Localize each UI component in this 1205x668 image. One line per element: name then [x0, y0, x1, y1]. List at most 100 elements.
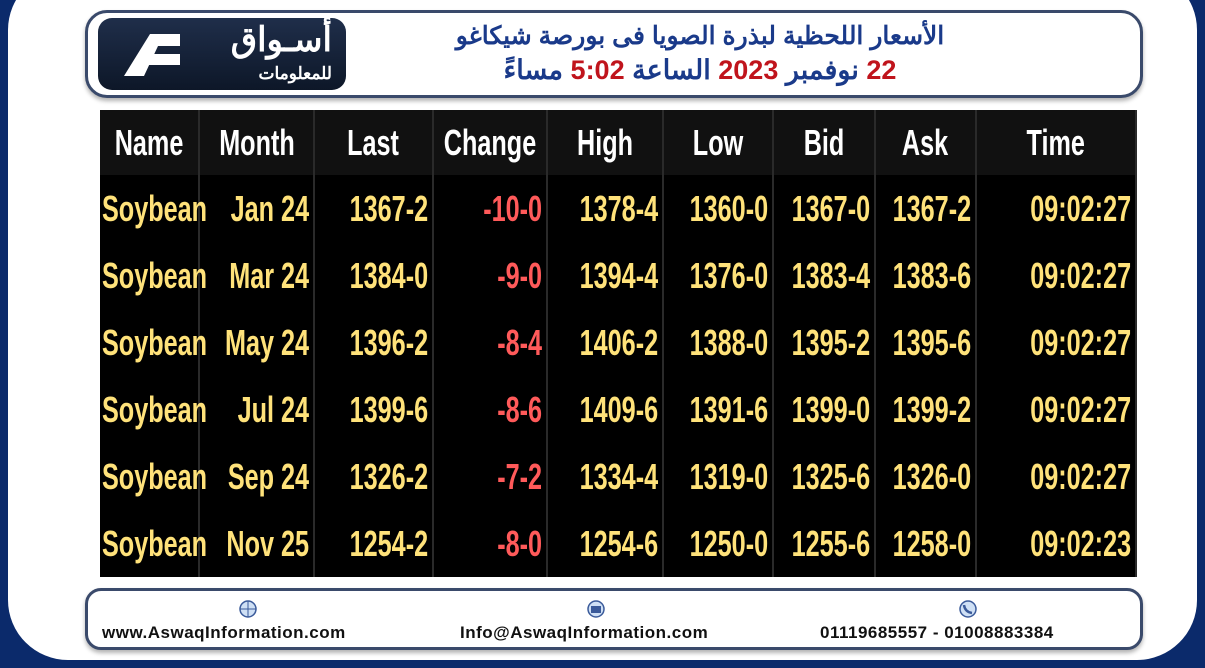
cell-text: Jul 24 — [237, 388, 309, 430]
table-cell: 1399-0 — [774, 376, 876, 443]
cell-text: Mar 24 — [229, 254, 309, 296]
cell-text: May 24 — [224, 321, 309, 363]
table-cell: Soybean — [100, 376, 207, 443]
cell-text: 1395-6 — [892, 321, 971, 363]
cell-text: 1367-2 — [892, 187, 971, 229]
table-cell: -8-0 — [434, 510, 548, 577]
cell-text: Soybean — [102, 522, 208, 564]
table-cell: Soybean — [100, 242, 207, 309]
title-line: الأسعار اللحظية لبذرة الصويا فى بورصة شي… — [455, 22, 945, 50]
cell-text: 1396-2 — [349, 321, 428, 363]
table-cell: 1399-6 — [315, 376, 434, 443]
cell-text: 1360-0 — [689, 187, 768, 229]
table-cell: Soybean — [100, 510, 207, 577]
table-cell: 1395-2 — [774, 309, 876, 376]
cell-text: 1384-0 — [349, 254, 428, 296]
title-part: 22 — [866, 55, 897, 85]
cell-text: 1394-4 — [579, 254, 658, 296]
cell-text: 1399-2 — [892, 388, 971, 430]
header-cell: Bid — [774, 110, 876, 175]
cell-text: 1326-0 — [892, 455, 971, 497]
table-cell: 1319-0 — [664, 443, 774, 510]
table-cell: Soybean — [100, 443, 207, 510]
table-cell: 1254-6 — [548, 510, 664, 577]
cell-text: -7-2 — [497, 455, 542, 497]
cell-text: 1367-0 — [791, 187, 870, 229]
cell-text: -10-0 — [483, 187, 542, 229]
cell-text: Soybean — [102, 254, 208, 296]
cell-text: Soybean — [102, 388, 208, 430]
table-cell: 1396-2 — [315, 309, 434, 376]
table-cell: 1409-6 — [548, 376, 664, 443]
logo-subtext: للمعلومات — [258, 64, 332, 83]
table-cell: 1391-6 — [664, 376, 774, 443]
header-text: Last — [347, 121, 400, 163]
header-text: Time — [1026, 121, 1086, 163]
cell-text: 1391-6 — [689, 388, 768, 430]
table-cell: 1326-2 — [315, 443, 434, 510]
table-cell: Mar 24 — [200, 242, 315, 309]
cell-text: 1258-0 — [892, 522, 971, 564]
cell-text: 1383-4 — [791, 254, 870, 296]
cell-text: 1399-0 — [791, 388, 870, 430]
table-cell: 1326-0 — [876, 443, 977, 510]
header-cell: Ask — [876, 110, 977, 175]
table-cell: 1258-0 — [876, 510, 977, 577]
header-cell: High — [548, 110, 664, 175]
cell-text: 1378-4 — [579, 187, 658, 229]
cell-text: 1406-2 — [579, 321, 658, 363]
table-cell: Jul 24 — [200, 376, 315, 443]
table-cell: 1378-4 — [548, 175, 664, 242]
cell-text: 1383-6 — [892, 254, 971, 296]
table-cell: Soybean — [100, 175, 207, 242]
mail-icon — [587, 600, 605, 618]
title-part: مساءً — [503, 55, 564, 85]
table-cell: Sep 24 — [200, 443, 315, 510]
cell-text: 1255-6 — [791, 522, 870, 564]
cell-text: -8-4 — [497, 321, 542, 363]
cell-text: 1388-0 — [689, 321, 768, 363]
table-cell: 1255-6 — [774, 510, 876, 577]
table-cell: -10-0 — [434, 175, 548, 242]
web-icon — [239, 600, 257, 618]
table-cell: -9-0 — [434, 242, 548, 309]
table-cell: -8-4 — [434, 309, 548, 376]
table-cell: 1384-0 — [315, 242, 434, 309]
cell-text: 1254-2 — [349, 522, 428, 564]
table-cell: -8-6 — [434, 376, 548, 443]
header: أسـواق للمعلومات الأسعار اللحظية لبذرة ا… — [85, 10, 1143, 98]
table-cell: 1254-2 — [315, 510, 434, 577]
title-part: الساعة — [632, 55, 711, 85]
table-cell: 1360-0 — [664, 175, 774, 242]
table-cell: 1388-0 — [664, 309, 774, 376]
cell-text: 09:02:23 — [1030, 522, 1131, 564]
header-text: Name — [114, 121, 184, 163]
title-part: نوفمبر — [785, 55, 859, 85]
table-cell: 1325-6 — [774, 443, 876, 510]
cell-text: Soybean — [102, 187, 208, 229]
table-cell: Nov 25 — [200, 510, 315, 577]
cell-text: 1409-6 — [579, 388, 658, 430]
table-cell: -7-2 — [434, 443, 548, 510]
table-cell: 09:02:27 — [977, 443, 1137, 510]
cell-text: 1334-4 — [579, 455, 658, 497]
table-cell: 09:02:27 — [977, 242, 1137, 309]
header-cell: Month — [200, 110, 315, 175]
header-text: Ask — [902, 121, 949, 163]
cell-text: 09:02:27 — [1030, 321, 1131, 363]
title-part: 2023 — [718, 55, 779, 85]
cell-text: 09:02:27 — [1030, 455, 1131, 497]
website: www.AswaqInformation.com — [102, 623, 346, 642]
header-text: Change — [443, 121, 537, 163]
header-cell: Name — [100, 110, 200, 175]
header-cell: Change — [434, 110, 548, 175]
cell-text: Sep 24 — [227, 455, 309, 497]
email: Info@AswaqInformation.com — [460, 623, 709, 642]
table-cell: 1394-4 — [548, 242, 664, 309]
header-text: Month — [218, 121, 295, 163]
cell-text: 09:02:27 — [1030, 388, 1131, 430]
phone: 01119685557 - 01008883384 — [820, 623, 1054, 642]
table-cell: 1367-0 — [774, 175, 876, 242]
cell-text: Soybean — [102, 321, 208, 363]
title-date: 22 نوفمبر 2023 الساعة 5:02 مساءً — [360, 55, 1040, 86]
